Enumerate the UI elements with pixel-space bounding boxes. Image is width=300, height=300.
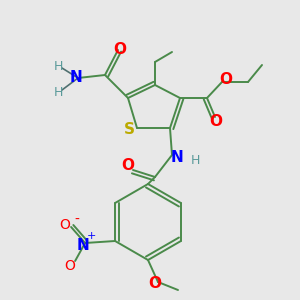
Text: O: O (60, 218, 70, 232)
Text: O: O (148, 275, 161, 290)
Text: N: N (70, 70, 83, 86)
Text: H: H (53, 85, 63, 98)
Text: S: S (124, 122, 134, 137)
Text: N: N (77, 238, 89, 253)
Text: N: N (171, 149, 183, 164)
Text: H: H (190, 154, 200, 166)
Text: O: O (113, 41, 127, 56)
Text: H: H (53, 59, 63, 73)
Text: O: O (65, 259, 76, 273)
Text: O: O (220, 71, 232, 86)
Text: -: - (75, 213, 80, 227)
Text: +: + (86, 231, 96, 241)
Text: O: O (122, 158, 134, 173)
Text: O: O (209, 115, 223, 130)
